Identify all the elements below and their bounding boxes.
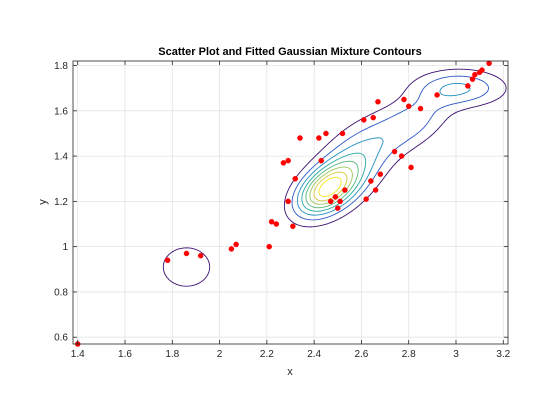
- x-tick-label: 2.8: [402, 349, 416, 360]
- y-axis-label: y: [37, 199, 49, 205]
- scatter-point: [292, 175, 298, 182]
- y-tick-label: 0.6: [54, 333, 68, 344]
- scatter-point: [268, 218, 275, 225]
- y-tick-label: 1.2: [54, 197, 68, 208]
- scatter-point: [327, 198, 334, 205]
- scatter-point: [370, 114, 376, 121]
- ticks: 1.4 1.6 1.8 2 2.2 2.4 2.6 2.8 3 3.2 0.6 0.8 1 1.2 1.4 1…: [54, 61, 511, 360]
- scatter-point: [405, 103, 412, 110]
- scatter-point: [361, 117, 367, 123]
- x-tick-label: 2.4: [307, 349, 321, 360]
- contour-level-3: [296, 82, 471, 216]
- scatter-point: [368, 178, 374, 184]
- scatter-point: [285, 198, 291, 205]
- x-axis-label: x: [287, 366, 293, 378]
- scatter-point: [323, 130, 329, 137]
- y-tick-label: 1.6: [54, 106, 68, 117]
- scatter-point: [339, 130, 346, 137]
- contour-level-1: [162, 68, 507, 287]
- contour-lines: [162, 68, 507, 287]
- scatter-point: [316, 135, 322, 141]
- scatter-point: [472, 71, 478, 78]
- scatter-point: [335, 205, 341, 211]
- scatter-point: [479, 67, 485, 73]
- x-tick-label: 2.6: [354, 349, 368, 360]
- y-tick-label: 1.8: [54, 61, 68, 72]
- scatter-point: [486, 60, 492, 67]
- scatter-point: [434, 92, 440, 98]
- scatter-point: [164, 257, 171, 263]
- y-tick-label: 1.4: [54, 152, 68, 163]
- contour-level-8: [318, 176, 342, 197]
- x-tick-label: 3: [453, 349, 459, 360]
- scatter-point: [233, 241, 239, 248]
- x-tick-label: 1.4: [71, 349, 85, 360]
- scatter-point: [228, 246, 235, 252]
- scatter-point: [183, 250, 190, 257]
- scatter-point: [408, 164, 414, 171]
- scatter-point: [297, 135, 303, 141]
- x-tick-label: 2: [217, 349, 223, 360]
- scatter-point: [469, 76, 476, 82]
- scatter-point: [401, 96, 407, 103]
- scatter-point: [197, 252, 204, 259]
- y-tick-label: 1: [62, 242, 68, 253]
- y-tick-label: 0.8: [54, 287, 68, 298]
- scatter-point: [290, 223, 296, 230]
- contour-level-4: [301, 152, 367, 212]
- chart-title: Scatter Plot and Fitted Gaussian Mixture…: [158, 46, 421, 58]
- scatter-point: [465, 83, 471, 89]
- scatter-point: [375, 99, 381, 105]
- x-tick-label: 3.2: [496, 349, 510, 360]
- scatter-point: [417, 105, 424, 112]
- scatter-point: [266, 243, 272, 250]
- scatter-point: [273, 221, 280, 227]
- scatter-point: [377, 171, 384, 177]
- scatter-point: [318, 157, 324, 164]
- scatter-point: [285, 157, 291, 164]
- scatter-point: [391, 148, 398, 155]
- x-tick-label: 2.2: [260, 349, 274, 360]
- scatter-point: [332, 194, 339, 200]
- scatter-point: [372, 187, 379, 193]
- contour-level-5: [305, 160, 359, 209]
- x-tick-label: 1.8: [165, 349, 179, 360]
- scatter-point: [337, 198, 343, 205]
- axes-box: [72, 60, 509, 345]
- scatter-point: [280, 160, 287, 166]
- scatter-point: [342, 187, 348, 193]
- x-tick-label: 1.6: [118, 349, 132, 360]
- contour-level-2: [291, 75, 489, 221]
- scatter-point: [363, 196, 369, 202]
- scatter-points: [74, 60, 492, 347]
- scatter-point: [398, 153, 405, 159]
